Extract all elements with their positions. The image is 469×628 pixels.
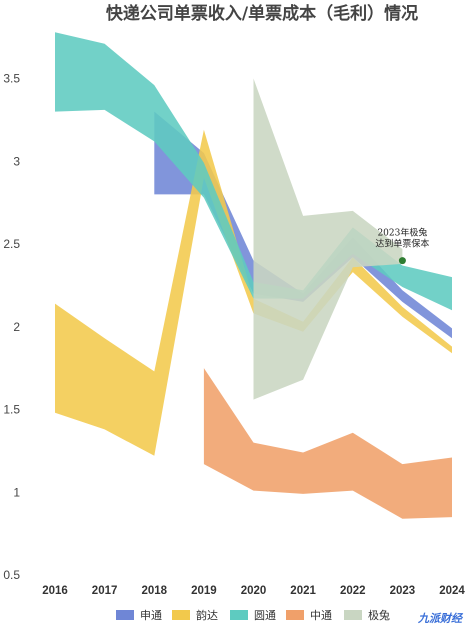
y-tick-label-0: 0.5 [3,568,20,582]
x-tick-label-0: 2016 [42,585,68,597]
chart-title: 快递公司单票收入/单票成本（毛利）情况 [106,3,418,24]
annotation-point-0 [398,257,406,265]
band-3 [203,368,452,519]
y-tick-label-4: 2.5 [3,237,20,251]
x-tick-label-2: 2018 [142,585,168,597]
annotation-text-line-0: 2023年极兔 [377,227,427,239]
legend: 申通 韵达 圆通 中通 极兔 [116,608,390,622]
x-tick-label-7: 2023 [390,585,416,597]
legend-label-3: 中通 [310,609,332,622]
band-4 [253,78,403,400]
x-tick-label-3: 2019 [191,585,217,597]
watermark-logo: 九派财经 [417,612,464,625]
legend-swatch-0 [116,610,134,620]
legend-label-1: 韵达 [196,608,218,622]
x-tick-label-8: 2024 [439,585,465,597]
x-axis: 2016 2017 2018 2019 2020 2021 2022 2023 2024 [42,585,465,597]
y-tick-label-1: 1 [13,485,20,499]
x-tick-label-1: 2017 [92,585,118,597]
y-axis: 0.5 1 1.5 2 2.5 3 3.5 [3,72,20,583]
legend-swatch-1 [172,610,190,620]
legend-swatch-2 [230,610,248,620]
y-tick-label-2: 1.5 [3,403,20,417]
legend-swatch-3 [286,610,304,620]
legend-label-4: 极兔 [368,608,390,622]
band-1 [55,129,452,456]
x-tick-label-6: 2022 [340,585,366,597]
y-tick-label-3: 2 [13,320,20,334]
annotation-text-line-1: 达到单票保本 [375,238,429,250]
x-tick-label-5: 2021 [290,585,316,597]
legend-swatch-4 [344,610,362,620]
y-tick-label-5: 3 [13,154,20,168]
x-tick-label-4: 2020 [241,585,267,597]
legend-label-2: 圆通 [254,609,276,622]
y-tick-label-6: 3.5 [3,72,20,86]
band-layer [55,32,453,519]
legend-label-0: 申通 [140,609,162,622]
band-0 [154,111,453,339]
